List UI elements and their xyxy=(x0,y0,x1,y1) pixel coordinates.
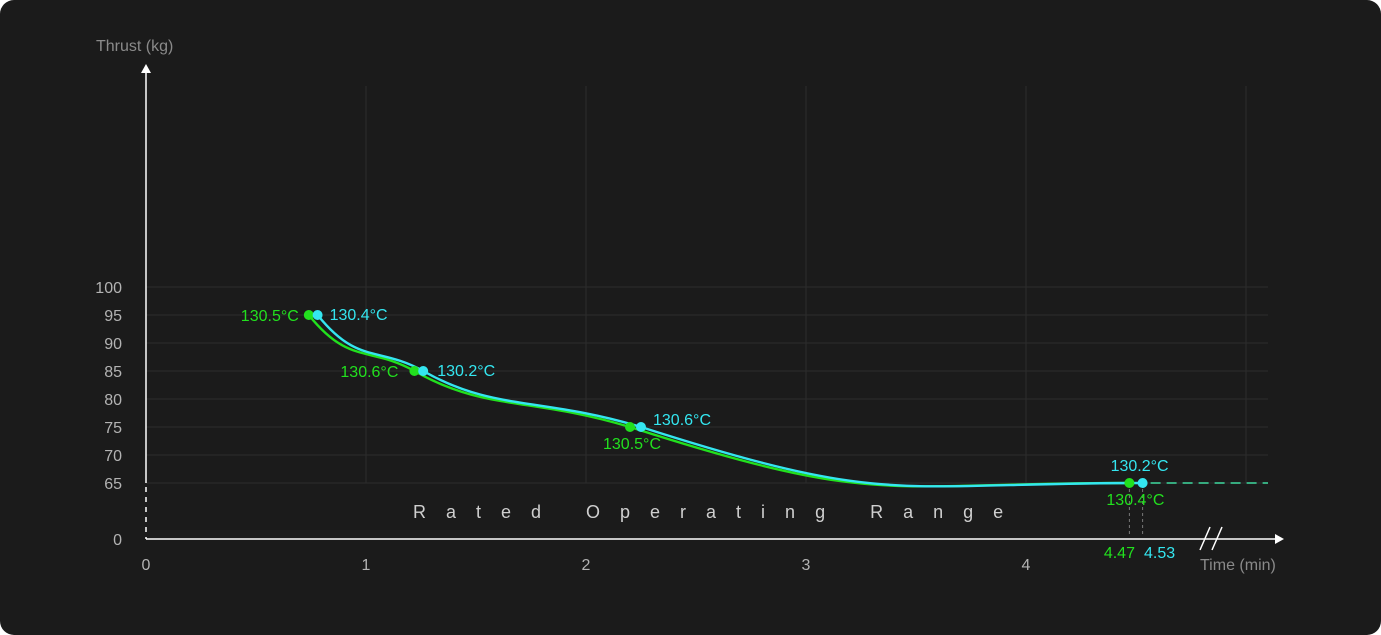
rated-operating-range-label: Rated Operating Range xyxy=(413,502,1023,522)
end-time-label: 4.53 xyxy=(1144,545,1175,562)
point-green xyxy=(409,366,420,376)
axes xyxy=(141,64,1284,551)
y-tick-label: 70 xyxy=(104,448,122,465)
y-tick-label: 65 xyxy=(104,476,122,493)
x-axis-title: Time (min) xyxy=(1200,557,1276,574)
point-cyan xyxy=(418,366,429,376)
data-labels: 130.5°C 130.6°C 130.5°C 130.4°C 4.47 130.4°C 1… xyxy=(241,307,1175,562)
y-tick-label: 80 xyxy=(104,392,122,409)
point-label: 130.4°C xyxy=(1106,492,1164,509)
data-points xyxy=(303,310,1148,488)
x-tick-label: 3 xyxy=(802,557,811,574)
point-cyan xyxy=(312,310,323,320)
y-tick-label: 95 xyxy=(104,308,122,325)
y-tick-label: 100 xyxy=(95,280,122,297)
tick-labels: 0 65 70 75 80 85 90 95 100 0 1 2 3 4 xyxy=(95,280,1030,574)
x-tick-label: 0 xyxy=(142,557,151,574)
x-tick-label: 4 xyxy=(1022,557,1031,574)
point-green xyxy=(1124,478,1135,488)
point-label: 130.2°C xyxy=(1111,458,1169,475)
x-tick-label: 1 xyxy=(362,557,371,574)
y-axis-arrow xyxy=(141,64,151,73)
grid xyxy=(146,86,1268,484)
y-axis-title: Thrust (kg) xyxy=(96,38,173,55)
point-label: 130.2°C xyxy=(437,363,495,380)
x-tick-label: 2 xyxy=(582,557,591,574)
end-time-label: 4.47 xyxy=(1104,545,1135,562)
point-label: 130.4°C xyxy=(330,307,388,324)
point-green xyxy=(303,310,314,320)
point-cyan xyxy=(636,422,646,432)
point-green xyxy=(625,422,635,432)
point-label: 130.5°C xyxy=(603,436,661,453)
series-lines xyxy=(307,314,1268,488)
x-axis-break-mark xyxy=(1211,526,1223,551)
series-line-cyan xyxy=(316,314,1143,488)
point-label: 130.6°C xyxy=(340,364,398,381)
point-label: 130.6°C xyxy=(653,412,711,429)
y-tick-label: 85 xyxy=(104,364,122,381)
y-tick-label: 0 xyxy=(113,532,122,549)
series-line-green xyxy=(307,314,1130,488)
point-label: 130.5°C xyxy=(241,308,299,325)
y-tick-label: 90 xyxy=(104,336,122,353)
y-tick-label: 75 xyxy=(104,420,122,437)
x-axis-break-mark xyxy=(1199,526,1211,551)
point-cyan xyxy=(1137,478,1148,488)
x-axis-arrow xyxy=(1275,534,1284,544)
